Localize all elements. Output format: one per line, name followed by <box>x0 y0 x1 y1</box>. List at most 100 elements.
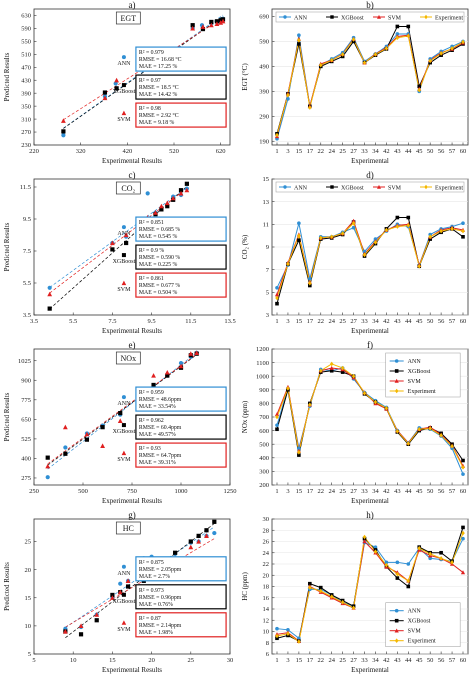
x-tick-label: 250 <box>29 488 39 495</box>
x-tick-label: 57 <box>449 148 456 155</box>
x-axis-title: Experimental <box>351 157 389 165</box>
legend-label: Experiment <box>408 389 436 395</box>
data-point-experiment <box>428 58 432 64</box>
tag-box <box>115 181 141 195</box>
y-tick-label: 10 <box>263 629 270 636</box>
data-point-svm <box>362 539 367 544</box>
data-point-ann <box>308 276 312 281</box>
data-point-experiment <box>428 551 432 557</box>
y-tick-label: 310 <box>21 116 31 123</box>
y-tick-label: 275 <box>21 475 31 482</box>
y-tick-label: 15 <box>25 595 32 602</box>
data-point-svm <box>62 424 68 430</box>
data-point-xgboost <box>439 550 443 555</box>
stats-line: RMSE = 64.7ppm <box>139 453 182 459</box>
x-tick-label: 320 <box>76 148 86 155</box>
plot-frame <box>271 8 469 146</box>
data-point-svm <box>164 369 170 375</box>
x-tick-label: 30 <box>227 657 234 664</box>
y-tick-label: 400 <box>259 455 269 462</box>
x-tick-label: 220 <box>29 148 39 155</box>
legend-label: SVM <box>117 287 131 293</box>
data-point-ann <box>286 628 290 632</box>
y-tick-label: 15 <box>263 176 270 183</box>
stats-line: RMSE = 18.5 °C <box>139 84 179 91</box>
data-point-xgboost <box>275 301 279 306</box>
x-tick-label: 57 <box>449 657 456 664</box>
x-tick-label: 50 <box>427 318 434 325</box>
data-point-xgboost <box>47 306 52 311</box>
x-tick-label: 45 <box>416 318 423 325</box>
y-tick-label: 14 <box>263 606 270 613</box>
legend-label: ANN <box>117 571 131 577</box>
data-point-ann <box>461 472 465 476</box>
data-point-ann <box>286 97 290 101</box>
legend-label: XGBoost <box>113 429 136 435</box>
x-tick-label: 50 <box>427 657 434 664</box>
legend-label: ANN <box>294 186 308 192</box>
y-axis-title: CO₂ (%) <box>241 234 249 259</box>
legend-marker-xgboost <box>394 618 399 623</box>
x-tick-label: 60 <box>460 657 467 664</box>
stats-box <box>135 386 227 412</box>
legend-label: SVM <box>388 186 402 192</box>
legend-marker-xgboost <box>394 369 399 373</box>
stats-line: MAE = 14.42 % <box>139 92 178 98</box>
stats-line: R² = 0.851 <box>139 220 164 226</box>
y-tick-label: 9.5 <box>23 216 31 223</box>
data-point-xgboost <box>308 581 312 586</box>
data-point-ann <box>61 133 66 138</box>
x-tick-label: 5 <box>32 657 35 664</box>
panel-label: c) <box>129 170 136 180</box>
data-point-experiment <box>395 35 400 40</box>
series-line-svm <box>276 34 464 137</box>
x-tick-label: 44 <box>405 657 412 664</box>
panel-label: e) <box>129 340 136 350</box>
x-tick-label: 44 <box>405 318 412 325</box>
x-tick-label: 60 <box>460 488 467 495</box>
data-point-xgboost <box>214 19 220 24</box>
legend-marker-xgboost <box>121 592 126 597</box>
data-point-experiment <box>406 441 411 446</box>
legend-marker-ann <box>121 225 126 230</box>
data-point-ann <box>373 237 378 241</box>
legend-label: SVM <box>388 16 402 22</box>
stats-line: MAE = 17.25 % <box>139 64 178 70</box>
legend-label: SVM <box>408 629 422 635</box>
legend-label: ANN <box>117 61 131 67</box>
panel-a: 230 270 310 350 390 430 470 510 550 590 630 220 320 4… <box>3 0 231 165</box>
y-tick-label: 5.5 <box>23 280 31 287</box>
y-tick-label: 24 <box>263 550 270 557</box>
legend-marker-ann <box>121 395 126 400</box>
data-point-svm <box>159 203 164 209</box>
legend-label: ANN <box>294 16 308 22</box>
data-point-ann <box>63 445 68 450</box>
y-tick-label: 390 <box>259 89 269 96</box>
x-tick-label: 620 <box>216 148 226 155</box>
data-point-svm <box>188 351 194 356</box>
legend-label: XGBoost <box>341 16 364 22</box>
legend-label: Experiment <box>435 16 463 22</box>
x-tick-label: 43 <box>394 318 401 325</box>
legend-marker-ann <box>121 564 126 569</box>
y-tick-label: 5 <box>266 290 269 297</box>
data-point-experiment <box>450 46 454 51</box>
stats-line: RMSE = 2.05ppm <box>139 567 182 573</box>
x-tick-label: 50 <box>427 148 434 155</box>
x-tick-label: 1250 <box>224 488 237 495</box>
stats-line: MAE = 0.225 % <box>139 262 178 268</box>
y-tick-label: 430 <box>21 77 31 84</box>
fit-line-ann <box>49 187 188 288</box>
data-point-xgboost <box>165 204 170 209</box>
data-point-ann <box>145 191 150 196</box>
data-point-xgboost <box>196 533 201 538</box>
data-point-xgboost <box>212 519 217 524</box>
data-point-svm <box>102 95 108 101</box>
stats-box <box>135 442 227 468</box>
legend-label: SVM <box>117 627 131 633</box>
data-point-svm <box>178 190 184 196</box>
data-point-xgboost <box>395 215 400 220</box>
x-tick-label: 22 <box>318 318 325 325</box>
legend-label: XGBoost <box>113 89 136 95</box>
fit-line-svm <box>65 538 215 628</box>
